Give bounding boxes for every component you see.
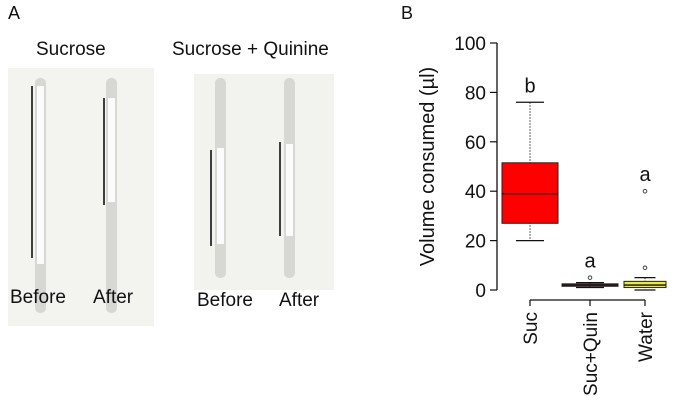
y-tick-label: 0 <box>475 281 486 302</box>
y-tick-label: 80 <box>465 83 486 104</box>
box-water: a Water <box>623 164 667 362</box>
capillary-sucrose-before <box>31 78 46 313</box>
x-tick-label: Water <box>636 311 657 362</box>
y-axis-label: Volume consumed (µl) <box>417 67 439 266</box>
label-quinine-after: After <box>279 290 320 311</box>
capillary-photograph <box>8 68 334 326</box>
outlier-point <box>642 265 648 271</box>
label-sucrose-before: Before <box>10 287 66 308</box>
capillary-quinine-after <box>279 78 295 278</box>
x-tick-label: Suc+Quin <box>581 312 602 396</box>
significance-letter: a <box>639 164 651 186</box>
label-quinine-before: Before <box>197 290 253 311</box>
group-title-sucrose: Sucrose <box>36 39 106 60</box>
y-tick-label: 40 <box>465 182 486 203</box>
significance-letter: b <box>524 75 535 97</box>
y-tick-label: 100 <box>454 34 486 55</box>
panel-b-letter: B <box>401 3 414 23</box>
y-tick-label: 20 <box>465 232 486 253</box>
capillary-quinine-before <box>210 78 226 278</box>
group-title-sucrose-quinine: Sucrose + Quinine <box>172 39 329 60</box>
significance-letter: a <box>584 251 596 273</box>
outlier-point <box>587 275 593 280</box>
x-tick-label: Suc <box>521 312 542 345</box>
y-tick-label: 60 <box>465 133 486 154</box>
capillary-sucrose-after <box>103 78 117 313</box>
label-sucrose-after: After <box>93 287 134 308</box>
box-suc-quin: a Suc+Quin <box>561 251 619 396</box>
box-suc: b Suc <box>501 75 559 345</box>
outlier-point <box>642 188 648 194</box>
panel-a-letter: A <box>8 3 21 23</box>
